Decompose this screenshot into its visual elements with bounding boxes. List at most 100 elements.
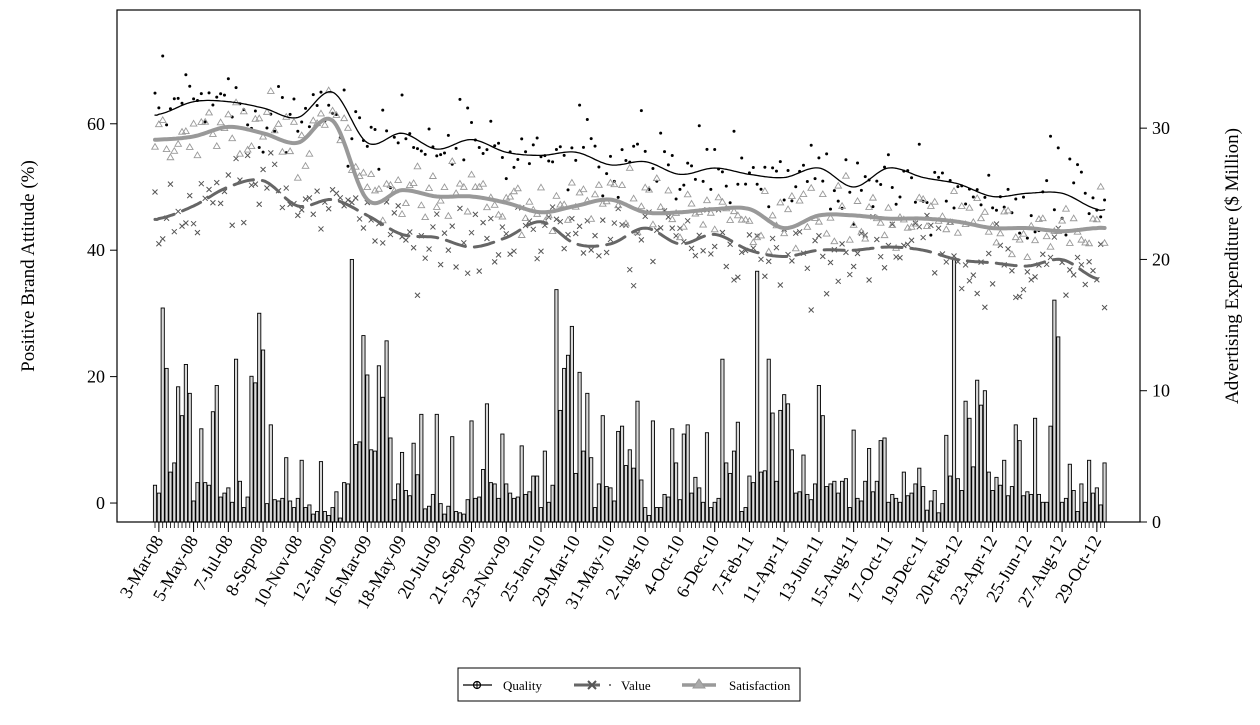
expenditure-bar	[963, 400, 968, 523]
value-point	[630, 282, 637, 289]
expenditure-bar	[616, 430, 621, 523]
expenditure-bar	[747, 475, 752, 523]
expenditure-bar	[249, 375, 254, 523]
left-y-axis: 0 20 40 60	[87, 114, 117, 513]
expenditure-bar	[600, 415, 605, 523]
quality-point	[385, 129, 389, 133]
expenditure-bar	[461, 513, 466, 523]
quality-point	[300, 120, 304, 124]
legend-value-dot-icon	[609, 684, 611, 686]
expenditure-bar	[878, 440, 883, 523]
quality-point	[871, 205, 875, 209]
expenditure-bar	[1056, 336, 1061, 523]
quality-point	[280, 95, 284, 99]
expenditure-bar	[681, 433, 686, 523]
expenditure-bar	[620, 425, 625, 523]
expenditure-bar	[1079, 483, 1084, 523]
expenditure-bar	[840, 480, 845, 523]
satisfaction-point	[930, 197, 939, 205]
quality-point	[605, 172, 609, 176]
value-point	[723, 263, 730, 270]
satisfaction-point	[185, 142, 194, 150]
expenditure-bar	[473, 497, 478, 523]
quality-point	[1099, 215, 1103, 219]
expenditure-bar	[179, 415, 185, 523]
value-point	[314, 188, 320, 194]
quality-point	[886, 153, 890, 157]
expenditure-bar	[322, 511, 327, 523]
satisfaction-point	[783, 205, 793, 213]
value-point	[943, 259, 950, 265]
satisfaction-point	[181, 127, 190, 134]
quality-point	[991, 206, 995, 210]
value-point	[777, 282, 784, 288]
quality-point	[771, 166, 775, 170]
expenditure-bar	[867, 448, 872, 523]
quality-point	[219, 92, 223, 96]
expenditure-bar	[1036, 493, 1041, 523]
expenditure-bar	[959, 490, 964, 523]
expenditure-bar	[940, 503, 945, 523]
quality-point	[682, 183, 686, 187]
value-point	[198, 180, 205, 187]
value-point	[773, 244, 780, 251]
satisfaction-point	[911, 219, 920, 227]
value-point	[491, 258, 498, 265]
satisfaction-point	[150, 142, 160, 150]
expenditure-bar	[245, 496, 250, 523]
satisfaction-point	[424, 184, 434, 191]
expenditure-bar	[519, 445, 524, 523]
quality-point	[415, 147, 419, 151]
expenditure-bar	[990, 490, 995, 523]
expenditure-bar	[299, 459, 304, 523]
satisfaction-point	[459, 182, 468, 190]
expenditure-bar	[508, 492, 513, 523]
value-point	[812, 237, 818, 244]
quality-point	[782, 198, 786, 202]
satisfaction-point	[799, 190, 808, 197]
satisfaction-point	[174, 139, 183, 147]
expenditure-bar	[206, 484, 212, 523]
quality-point	[165, 123, 169, 127]
satisfaction-point	[567, 178, 576, 186]
satisfaction-point	[498, 212, 507, 220]
value-point	[271, 161, 278, 168]
quality-point	[701, 179, 705, 183]
plot-frame	[116, 9, 1141, 523]
quality-point	[805, 180, 809, 184]
satisfaction-point	[1030, 236, 1040, 244]
quality-point	[585, 117, 589, 121]
expenditure-bar	[805, 493, 810, 523]
value-point	[638, 237, 645, 243]
satisfaction-point	[953, 228, 962, 236]
expenditure-bar	[342, 482, 347, 523]
satisfaction-point	[193, 151, 202, 159]
value-point	[406, 229, 413, 235]
y-axis-left-title: Positive Brand Attitude (%)	[18, 160, 39, 372]
expenditure-bar	[303, 507, 308, 523]
expenditure-bar	[438, 503, 443, 523]
quality-point	[1045, 179, 1049, 183]
expenditure-bar	[365, 374, 370, 523]
expenditure-bar	[774, 480, 779, 523]
satisfaction-point	[1046, 242, 1055, 250]
right-y-axis: 0 10 20 30	[1140, 118, 1170, 532]
satisfaction-point	[548, 227, 557, 235]
quality-point	[346, 164, 350, 168]
legend-value-label: Value	[621, 678, 651, 693]
y-right-tick-label: 20	[1152, 249, 1170, 269]
quality-point	[836, 199, 840, 203]
quality-point	[547, 159, 551, 163]
value-point	[711, 243, 718, 250]
satisfaction-point	[394, 175, 403, 183]
satisfaction-point	[702, 196, 712, 204]
x-axis: 3-Mar-085-May-087-Jul-088-Sep-0810-Nov-0…	[116, 522, 1105, 612]
satisfaction-point	[1092, 215, 1101, 223]
quality-point	[979, 203, 983, 207]
expenditure-bar	[654, 507, 659, 523]
value-point	[472, 211, 479, 218]
value-point	[534, 255, 540, 262]
expenditure-bar	[465, 499, 470, 523]
value-point	[599, 217, 606, 223]
legend-satisfaction-label: Satisfaction	[729, 678, 791, 693]
